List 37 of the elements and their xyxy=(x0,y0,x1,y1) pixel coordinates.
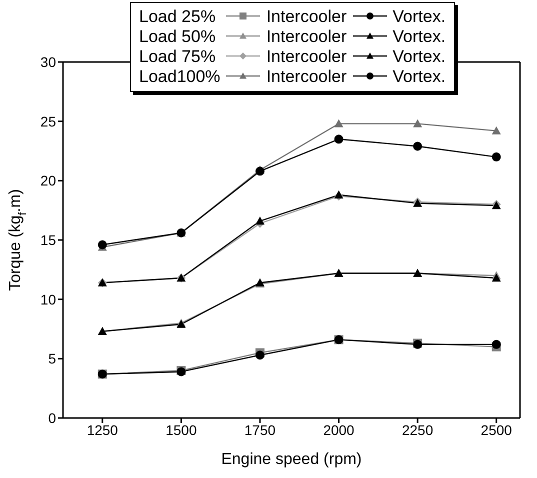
text: Load 50% xyxy=(139,27,217,47)
y-tick-label: 15 xyxy=(40,232,56,248)
x-tick-label: 2000 xyxy=(323,422,355,438)
legend-label: Intercooler xyxy=(266,67,347,86)
point xyxy=(492,152,501,162)
y-tick-label: 5 xyxy=(48,350,56,367)
annotation: Load 75% xyxy=(139,47,217,67)
legend-label: Intercooler xyxy=(266,47,347,66)
legend-label: Vortex. xyxy=(392,27,446,46)
legend-label: Vortex. xyxy=(392,67,446,86)
point xyxy=(413,119,422,128)
point xyxy=(492,273,501,282)
legend-label: Vortex. xyxy=(392,47,446,66)
point xyxy=(334,119,344,128)
y-tick-label: 25 xyxy=(40,113,56,130)
x-axis-title: Engine speed (rpm) xyxy=(221,451,362,468)
legend-label: Intercooler xyxy=(266,7,347,26)
y-tick-label: 20 xyxy=(40,172,56,189)
point xyxy=(492,126,501,134)
x-tick-label: 2500 xyxy=(480,422,512,438)
point xyxy=(334,134,344,144)
text: Load 25% xyxy=(139,7,217,27)
y-tick-label: 0 xyxy=(48,410,56,426)
annotation: Load100% xyxy=(139,67,220,87)
point xyxy=(492,340,501,349)
x-tick-label: 1500 xyxy=(166,422,197,438)
legend-label: Vortex. xyxy=(392,7,446,26)
point xyxy=(255,350,264,360)
y-tick-label: 10 xyxy=(40,291,56,308)
legend-label: Intercooler xyxy=(266,27,347,46)
point xyxy=(255,216,264,225)
point xyxy=(98,240,107,250)
x-tick-label: 2250 xyxy=(402,422,434,438)
y-tick-label: 30 xyxy=(40,54,56,70)
point xyxy=(413,142,422,151)
x-tick-label: 1750 xyxy=(244,422,276,438)
x-tick-label: 1250 xyxy=(86,422,118,438)
